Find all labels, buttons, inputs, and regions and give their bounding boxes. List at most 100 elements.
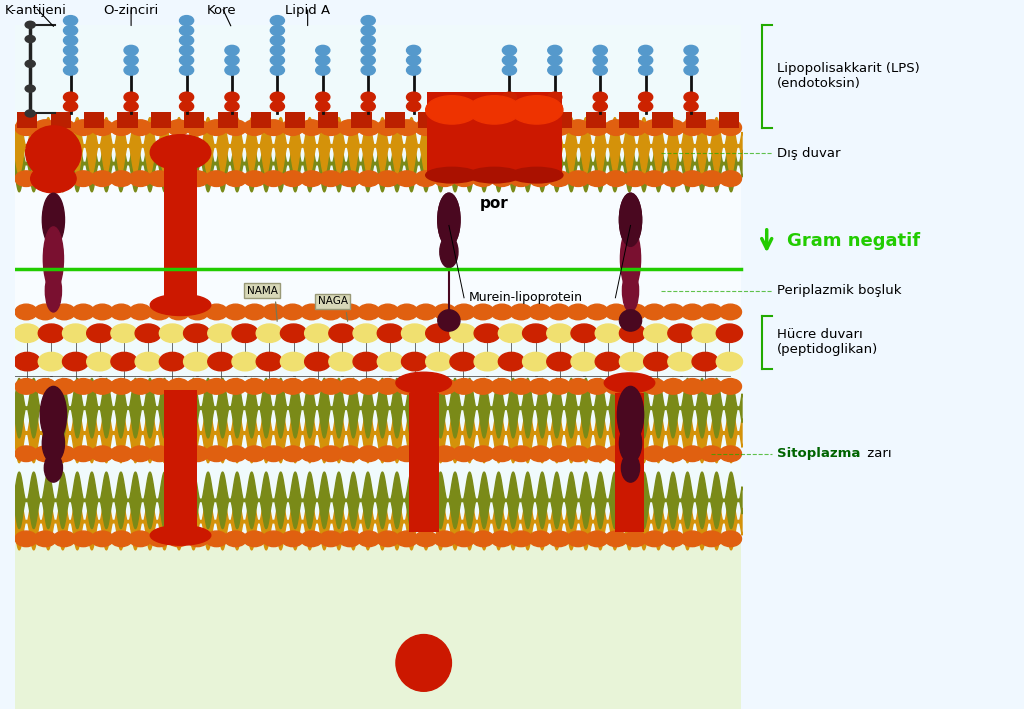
Circle shape [329, 324, 355, 342]
Circle shape [63, 45, 78, 55]
Bar [409, 393, 439, 532]
Ellipse shape [26, 126, 81, 179]
Circle shape [15, 171, 37, 186]
Circle shape [319, 304, 342, 320]
Circle shape [415, 171, 437, 186]
Circle shape [407, 55, 421, 65]
Circle shape [124, 92, 138, 102]
Circle shape [490, 171, 513, 186]
Circle shape [186, 120, 209, 135]
Circle shape [644, 352, 670, 371]
Circle shape [225, 55, 239, 65]
Circle shape [668, 352, 694, 371]
Circle shape [474, 324, 501, 342]
Circle shape [281, 324, 306, 342]
Circle shape [319, 171, 342, 186]
Circle shape [547, 324, 573, 342]
Bar [118, 112, 137, 128]
Circle shape [643, 120, 666, 135]
Circle shape [179, 92, 194, 102]
Circle shape [620, 352, 646, 371]
Circle shape [395, 446, 418, 462]
Circle shape [377, 531, 399, 547]
Circle shape [135, 352, 162, 371]
Circle shape [361, 35, 375, 45]
Circle shape [34, 531, 56, 547]
Circle shape [415, 304, 437, 320]
Circle shape [315, 101, 330, 111]
Ellipse shape [42, 424, 65, 463]
Ellipse shape [438, 193, 460, 247]
Text: zarı: zarı [862, 447, 891, 460]
Circle shape [38, 324, 65, 342]
Circle shape [681, 379, 703, 394]
Circle shape [186, 531, 209, 547]
Ellipse shape [604, 373, 654, 393]
Circle shape [472, 379, 494, 394]
Circle shape [304, 352, 331, 371]
Circle shape [262, 171, 285, 186]
Circle shape [361, 26, 375, 35]
Circle shape [716, 352, 742, 371]
Text: K-antijeni: K-antijeni [4, 4, 67, 16]
Circle shape [490, 531, 513, 547]
Ellipse shape [42, 193, 65, 247]
Circle shape [567, 171, 589, 186]
Ellipse shape [396, 635, 452, 691]
Circle shape [63, 55, 78, 65]
Circle shape [700, 446, 723, 462]
Circle shape [377, 304, 399, 320]
Circle shape [186, 171, 209, 186]
Circle shape [643, 531, 666, 547]
Circle shape [160, 324, 185, 342]
Circle shape [179, 35, 194, 45]
Circle shape [111, 304, 132, 320]
Bar [285, 112, 305, 128]
Circle shape [503, 101, 516, 111]
Circle shape [472, 171, 494, 186]
Ellipse shape [510, 167, 563, 183]
Circle shape [186, 446, 209, 462]
Circle shape [63, 101, 78, 111]
Circle shape [548, 304, 570, 320]
Circle shape [129, 171, 152, 186]
Ellipse shape [440, 235, 458, 268]
Circle shape [719, 446, 741, 462]
Circle shape [72, 531, 94, 547]
Circle shape [72, 379, 94, 394]
Circle shape [719, 304, 741, 320]
Circle shape [401, 352, 428, 371]
Ellipse shape [44, 454, 62, 482]
Circle shape [490, 446, 513, 462]
Circle shape [15, 531, 37, 547]
Circle shape [450, 324, 476, 342]
Circle shape [167, 446, 189, 462]
Circle shape [167, 379, 189, 394]
Circle shape [593, 65, 607, 75]
Circle shape [26, 21, 35, 28]
Bar [511, 92, 562, 175]
Circle shape [315, 65, 330, 75]
Circle shape [503, 65, 516, 75]
Bar [151, 112, 171, 128]
Ellipse shape [31, 164, 76, 193]
Circle shape [684, 92, 698, 102]
Circle shape [183, 324, 210, 342]
Circle shape [586, 171, 608, 186]
Ellipse shape [43, 227, 63, 291]
Circle shape [605, 171, 628, 186]
Circle shape [63, 65, 78, 75]
Circle shape [111, 171, 132, 186]
Circle shape [111, 120, 132, 135]
Bar [586, 112, 606, 128]
Circle shape [472, 531, 494, 547]
Circle shape [548, 101, 562, 111]
Circle shape [256, 324, 283, 342]
Bar [318, 112, 338, 128]
Circle shape [91, 120, 114, 135]
Circle shape [567, 304, 589, 320]
Circle shape [644, 324, 670, 342]
Circle shape [639, 45, 652, 55]
Circle shape [91, 379, 114, 394]
Circle shape [282, 446, 304, 462]
